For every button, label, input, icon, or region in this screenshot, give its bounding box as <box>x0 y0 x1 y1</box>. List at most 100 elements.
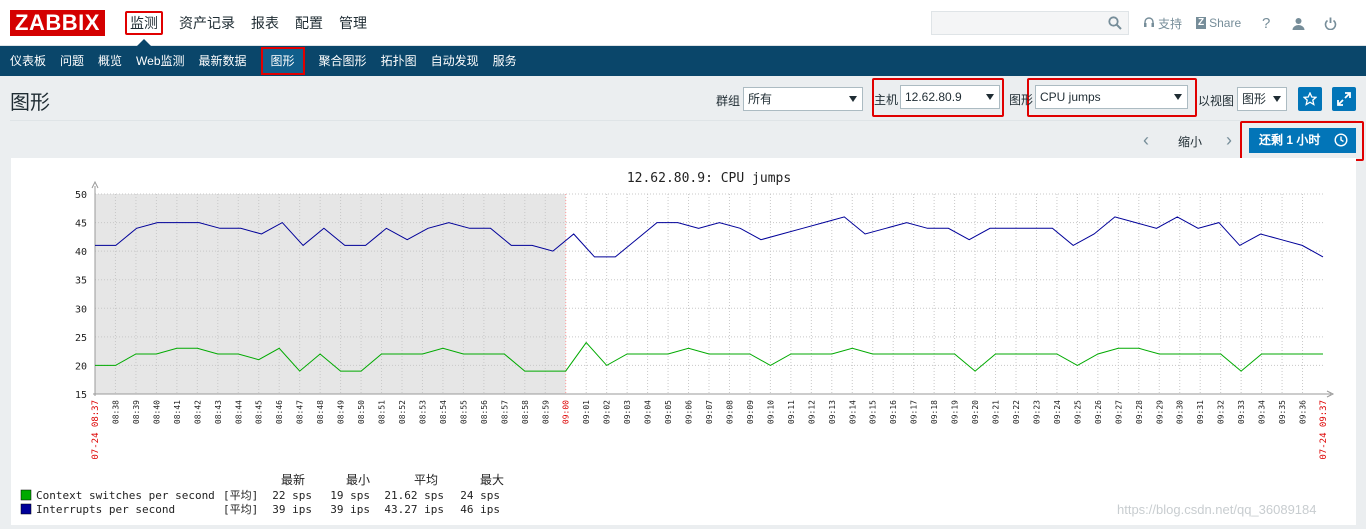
x-tick-label: 09:17 <box>910 400 919 424</box>
x-tick-label: 08:49 <box>337 400 346 424</box>
menu-reports[interactable]: 报表 <box>251 15 279 31</box>
host-select-value: 12.62.80.9 <box>905 90 962 104</box>
share-link[interactable]: Z Share <box>1196 16 1241 30</box>
x-tick-label: 08:48 <box>316 400 325 424</box>
x-tick-label: 08:47 <box>296 400 305 424</box>
subnav-screens[interactable]: 聚合图形 <box>318 54 367 68</box>
y-tick-label: 20 <box>75 361 87 372</box>
chevron-down-icon <box>1174 94 1182 100</box>
x-tick-label: 09:03 <box>623 400 632 424</box>
x-tick-label: 08:50 <box>357 400 366 424</box>
previous-period-icon[interactable]: ‹ <box>1143 130 1149 150</box>
subnav-problems[interactable]: 问题 <box>60 54 85 68</box>
time-period-button[interactable]: 还剩 1 小时 <box>1249 128 1356 153</box>
host-select[interactable]: 12.62.80.9 <box>900 85 1000 109</box>
x-axis-arrow <box>1326 390 1335 398</box>
x-tick-label: 08:42 <box>193 400 202 424</box>
legend-value: 39 ips <box>330 503 370 516</box>
x-tick-label: 07-24 08:37 <box>91 400 101 460</box>
x-tick-label: 07-24 09:37 <box>1319 400 1329 460</box>
subnav-web[interactable]: Web监测 <box>136 54 185 68</box>
cpu-jumps-chart[interactable]: 15 20 25 30 35 40 45 50 07-24 08:37 08:38 08:39 08:… <box>11 158 1356 525</box>
star-icon <box>1303 92 1317 106</box>
x-tick-label: 09:14 <box>848 400 857 424</box>
legend-value: 39 ips <box>272 503 312 516</box>
x-tick-label: 09:27 <box>1114 400 1123 424</box>
legend-value: 22 sps <box>272 489 312 502</box>
graph-select[interactable]: CPU jumps <box>1035 85 1188 109</box>
x-tick-label: 08:46 <box>275 400 284 424</box>
x-tick-label: 09:16 <box>889 400 898 424</box>
x-tick-label: 09:12 <box>807 400 816 424</box>
fullscreen-icon <box>1337 92 1351 106</box>
subnav-maps[interactable]: 拓扑图 <box>380 54 417 68</box>
x-tick-label: 09:33 <box>1237 400 1246 424</box>
x-tick-label: 09:05 <box>664 400 673 424</box>
x-tick-label: 08:43 <box>214 400 223 424</box>
subnav-dashboard[interactable]: 仪表板 <box>10 54 47 68</box>
x-tick-label: 08:58 <box>521 400 530 424</box>
help-icon[interactable]: ? <box>1261 14 1271 32</box>
zabbix-logo[interactable]: ZABBIX <box>10 10 105 36</box>
series-line-2 <box>95 216 1324 258</box>
legend-value: 19 sps <box>330 489 370 502</box>
x-tick-label: 09:06 <box>685 400 694 424</box>
subnav-services[interactable]: 服务 <box>492 54 517 68</box>
subnav-discovery[interactable]: 自动发现 <box>430 54 479 68</box>
legend-header: 最大 <box>480 473 504 487</box>
search-icon[interactable] <box>1108 16 1122 30</box>
menu-monitoring-label: 监测 <box>125 11 163 35</box>
fullscreen-button[interactable] <box>1332 87 1356 111</box>
support-link[interactable]: 支持 <box>1143 15 1182 32</box>
favourite-button[interactable] <box>1298 87 1322 111</box>
x-tick-label: 09:18 <box>930 400 939 424</box>
y-tick-label: 25 <box>75 333 87 344</box>
x-tick-label: 08:40 <box>152 400 161 424</box>
menu-administration[interactable]: 管理 <box>339 15 367 31</box>
x-tick-label: 09:02 <box>603 400 612 424</box>
legend-series-name: Context switches per second <box>36 489 215 502</box>
x-tick-label: 08:57 <box>500 400 509 424</box>
x-tick-label: 09:23 <box>1032 400 1041 424</box>
y-tick-label: 50 <box>75 190 87 201</box>
x-tick-label: 09:13 <box>828 400 837 424</box>
user-profile-icon[interactable] <box>1287 12 1309 34</box>
x-tick-label: 09:32 <box>1217 400 1226 424</box>
subnav-latest-data[interactable]: 最新数据 <box>198 54 247 68</box>
divider <box>10 120 1356 121</box>
x-tick-label: 08:59 <box>541 400 550 424</box>
x-tick-label: 08:44 <box>234 400 243 424</box>
series-line-1 <box>95 341 1323 372</box>
clock-icon <box>1334 133 1348 147</box>
x-tick-label: 09:11 <box>787 400 796 424</box>
x-tick-label: 08:56 <box>480 400 489 424</box>
zabbix-share-icon: Z <box>1196 17 1207 29</box>
menu-configuration[interactable]: 配置 <box>295 15 323 31</box>
x-tick-label: 09:25 <box>1073 400 1082 424</box>
view-select[interactable]: 图形 <box>1237 87 1287 111</box>
x-tick-label: 09:10 <box>766 400 775 424</box>
legend-value: 24 sps <box>460 489 500 502</box>
x-tick-label: 09:19 <box>951 400 960 424</box>
menu-monitoring[interactable]: 监测 <box>117 0 171 46</box>
support-label: 支持 <box>1158 16 1183 31</box>
y-axis-arrow <box>91 180 99 189</box>
group-select[interactable]: 所有 <box>743 87 863 111</box>
main-menu: 监测 资产记录 报表 配置 管理 <box>117 0 375 46</box>
subnav-graphs[interactable]: 图形 <box>254 46 312 76</box>
share-label: Share <box>1209 16 1242 30</box>
next-period-icon[interactable]: › <box>1226 130 1232 150</box>
search-input[interactable] <box>931 11 1129 35</box>
x-tick-label: 09:09 <box>746 400 755 424</box>
group-select-value: 所有 <box>748 92 773 106</box>
x-tick-label: 09:36 <box>1299 400 1308 424</box>
subnav-overview[interactable]: 概览 <box>98 54 123 68</box>
legend-function: [平均] <box>223 503 258 516</box>
logout-icon[interactable] <box>1319 12 1341 34</box>
menu-inventory[interactable]: 资产记录 <box>179 15 235 31</box>
subnav-graphs-label: 图形 <box>260 47 305 75</box>
x-tick-label: 09:31 <box>1196 400 1205 424</box>
x-tick-label: 09:34 <box>1258 400 1267 424</box>
zoom-out-button[interactable]: 缩小 <box>1178 135 1203 149</box>
time-period-label: 还剩 1 小时 <box>1259 133 1321 147</box>
